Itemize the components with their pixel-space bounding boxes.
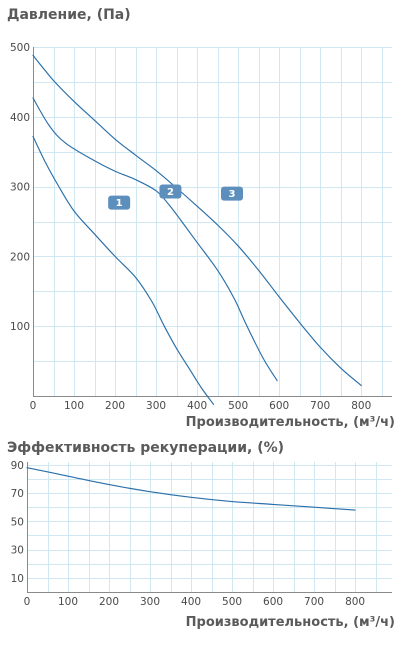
pressure-series-line-1: [32, 135, 215, 405]
efficiency-chart-title: Эффективность рекуперации, (%): [7, 440, 284, 456]
efficiency-x-tick-label: 600: [263, 596, 283, 608]
efficiency-x-tick-label: 300: [140, 596, 160, 608]
efficiency-y-tick-label: 30: [11, 545, 24, 557]
efficiency-y-tick-label: 50: [11, 516, 24, 528]
pressure-x-tick-label: 700: [310, 400, 330, 412]
pressure-y-tick-label: 300: [10, 182, 30, 194]
series-badge-2: 2: [159, 184, 182, 199]
pressure-x-tick-label: 500: [228, 400, 248, 412]
series-badge-bg: [108, 195, 131, 210]
efficiency-x-tick-label: 100: [58, 596, 78, 608]
pressure-series-line-2: [32, 97, 278, 382]
efficiency-chart-grid: [27, 462, 392, 592]
pressure-chart-grid: [33, 47, 392, 396]
series-badge-label: 1: [116, 198, 123, 209]
efficiency-chart-x-axis-title: Производительность, (м³/ч): [186, 615, 395, 630]
efficiency-chart-series: [26, 467, 356, 511]
pressure-chart-series: [32, 54, 362, 405]
efficiency-y-tick-label: 70: [11, 488, 24, 500]
pressure-x-tick-label: 600: [269, 400, 289, 412]
series-badge-1: 1: [108, 195, 131, 210]
pressure-x-tick-label: 800: [351, 400, 371, 412]
pressure-x-tick-label: 200: [105, 400, 125, 412]
efficiency-y-tick-label: 10: [11, 573, 24, 585]
pressure-series-line-3: [32, 54, 362, 387]
pressure-x-tick-label: 300: [146, 400, 166, 412]
efficiency-x-tick-label: 400: [181, 596, 201, 608]
pressure-x-tick-label: 0: [30, 400, 37, 412]
pressure-y-tick-label: 400: [10, 112, 30, 124]
pressure-chart-title: Давление, (Па): [7, 7, 131, 23]
efficiency-series-line: [26, 467, 356, 511]
pressure-chart-x-axis-title: Производительность, (м³/ч): [186, 415, 395, 430]
efficiency-x-tick-label: 200: [99, 596, 119, 608]
pressure-y-tick-label: 500: [10, 42, 30, 54]
efficiency-x-tick-label: 0: [24, 596, 31, 608]
efficiency-x-tick-label: 700: [304, 596, 324, 608]
pressure-y-tick-label: 100: [10, 321, 30, 333]
series-badge-label: 2: [167, 187, 174, 198]
series-badge-label: 3: [229, 189, 236, 200]
efficiency-x-tick-label: 500: [222, 596, 242, 608]
efficiency-y-tick-label: 90: [11, 460, 24, 472]
pressure-chart-axes: [33, 47, 392, 397]
series-badge-bg: [159, 184, 182, 199]
efficiency-chart-axes: [27, 462, 392, 593]
series-badge-3: 3: [220, 186, 243, 201]
pressure-x-tick-label: 400: [187, 400, 207, 412]
series-badge-bg: [220, 186, 243, 201]
pressure-y-tick-label: 200: [10, 251, 30, 263]
pressure-x-tick-label: 100: [64, 400, 84, 412]
efficiency-chart-tick-labels: 0 100 200 300 400 500 600 700 800 10 30 50 70 90: [11, 460, 365, 608]
efficiency-x-tick-label: 800: [345, 596, 365, 608]
pressure-chart-series-badges: 1 2 3: [108, 184, 243, 210]
pressure-chart-tick-labels: 0 100 200 300 400 500 600 700 800 100 200 300 400 500: [10, 42, 371, 412]
